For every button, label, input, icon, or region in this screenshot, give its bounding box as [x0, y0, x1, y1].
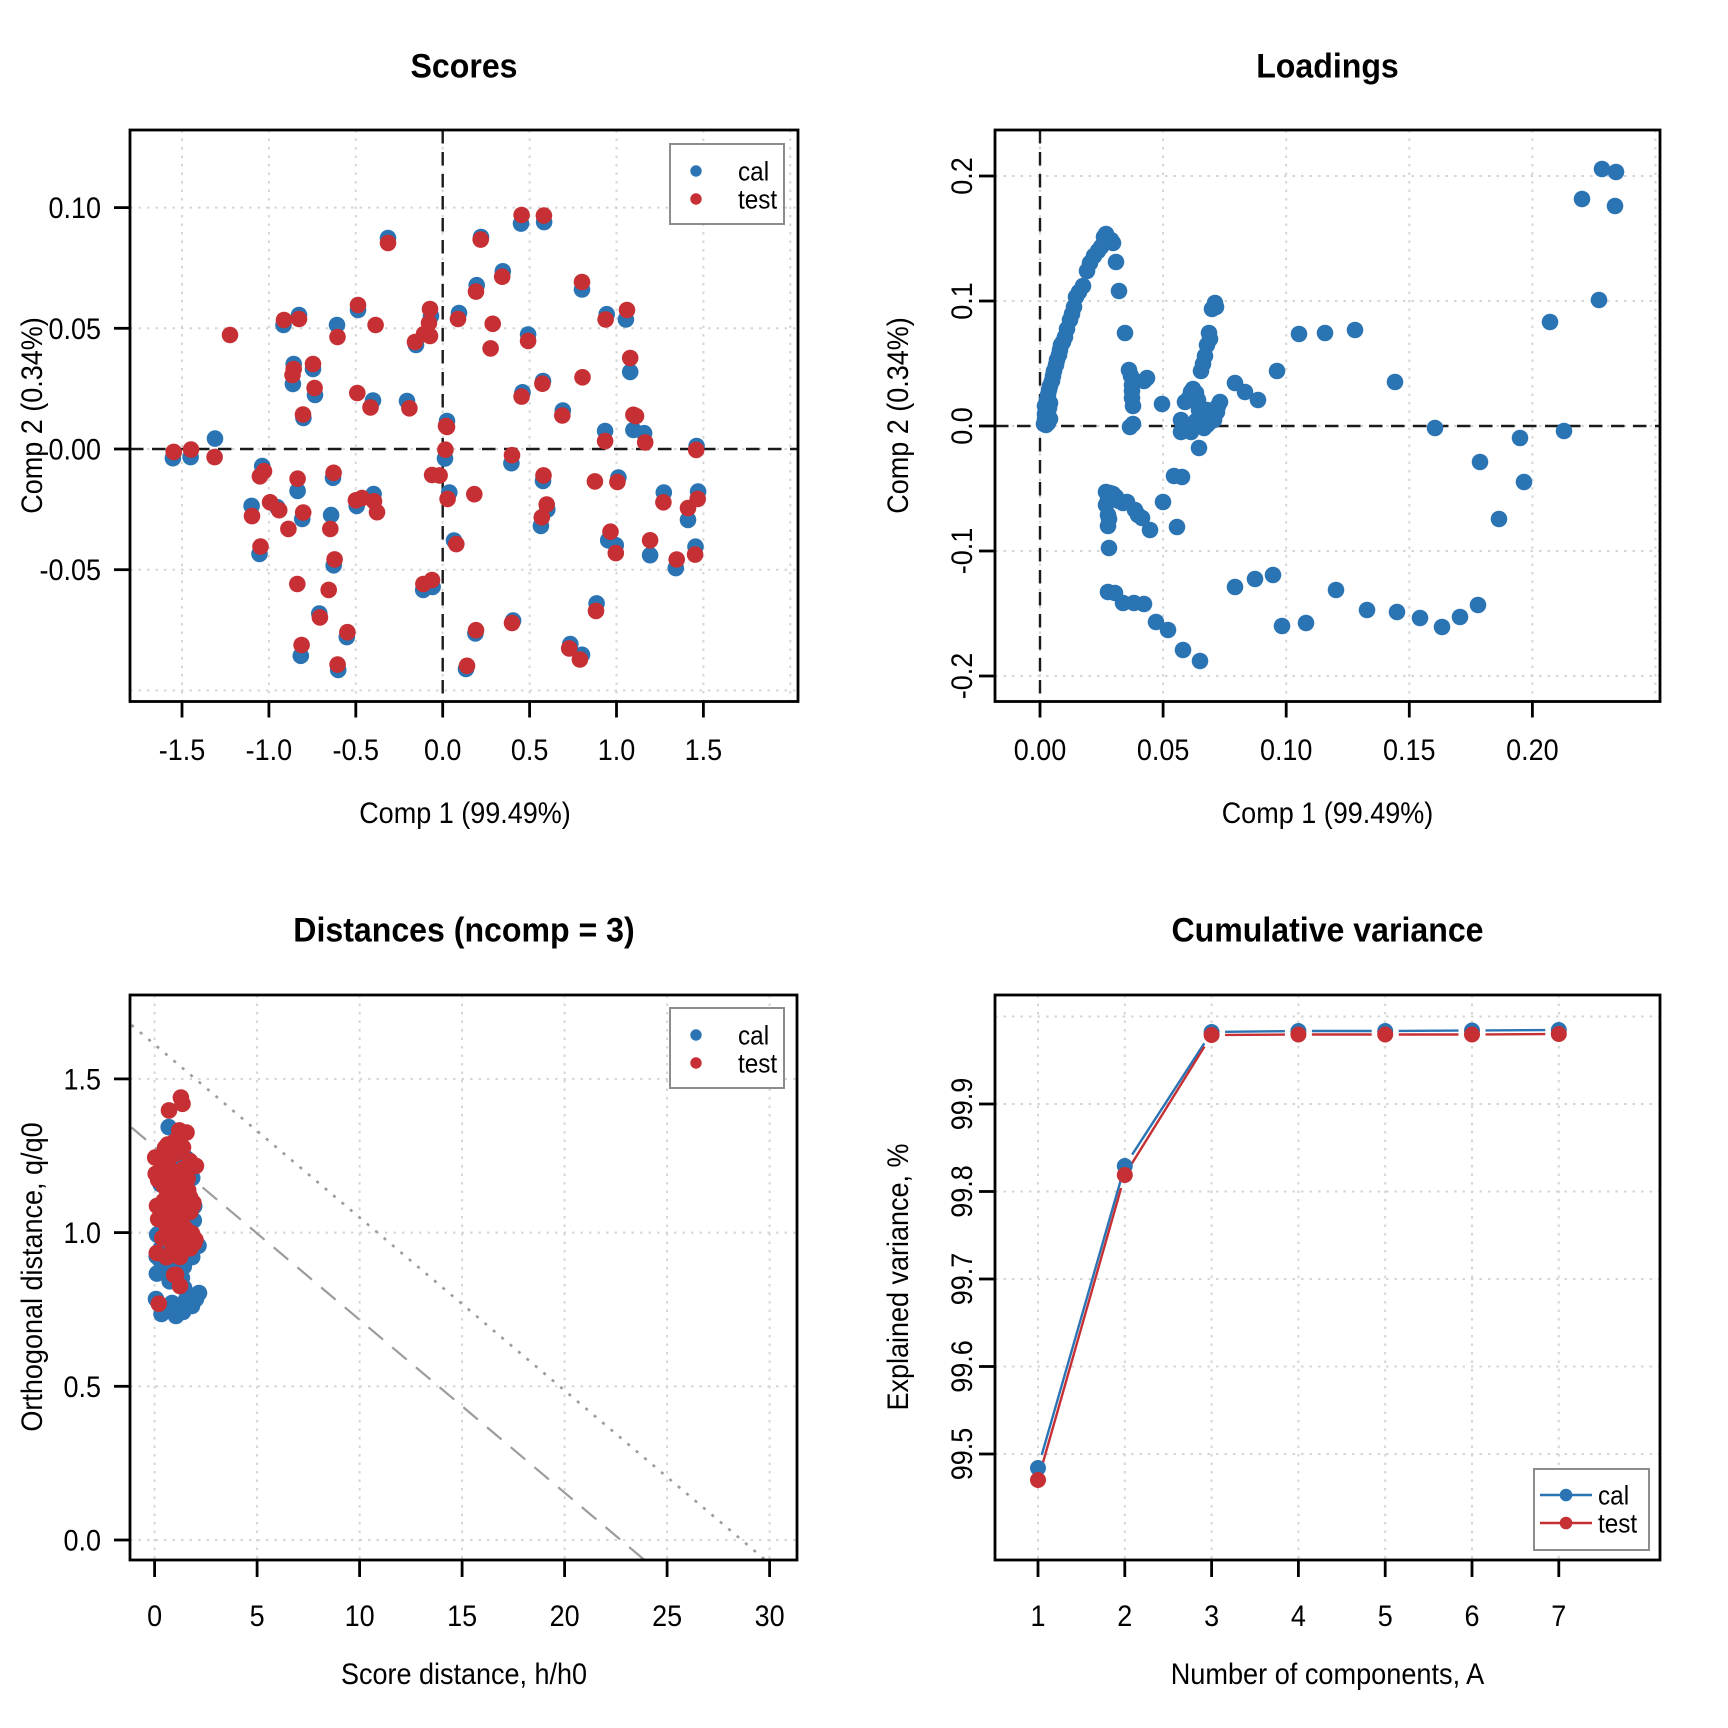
svg-text:0.0: 0.0 — [64, 1525, 102, 1558]
svg-text:Cumulative variance: Cumulative variance — [1171, 912, 1483, 950]
svg-text:1.0: 1.0 — [64, 1217, 102, 1250]
svg-text:test: test — [738, 185, 778, 215]
svg-text:test: test — [738, 1049, 778, 1079]
svg-text:Score distance, h/h0: Score distance, h/h0 — [341, 1658, 587, 1691]
svg-text:Loadings: Loadings — [1256, 48, 1399, 86]
svg-text:-1.5: -1.5 — [159, 734, 206, 767]
svg-text:0.5: 0.5 — [511, 734, 549, 767]
svg-text:-0.5: -0.5 — [333, 734, 380, 767]
svg-text:99.6: 99.6 — [946, 1340, 979, 1393]
svg-text:0.15: 0.15 — [1383, 734, 1436, 767]
svg-text:25: 25 — [652, 1600, 682, 1633]
svg-text:0.05: 0.05 — [49, 313, 102, 346]
svg-text:1: 1 — [1031, 1600, 1046, 1633]
svg-text:99.9: 99.9 — [946, 1078, 979, 1131]
svg-text:30: 30 — [755, 1600, 785, 1633]
svg-text:Distances (ncomp = 3): Distances (ncomp = 3) — [293, 912, 634, 950]
svg-text:0: 0 — [147, 1600, 162, 1633]
svg-text:1.5: 1.5 — [685, 734, 723, 767]
svg-text:0.00: 0.00 — [1014, 734, 1067, 767]
svg-text:0.0: 0.0 — [946, 407, 979, 445]
svg-text:2: 2 — [1117, 1600, 1132, 1633]
svg-text:99.8: 99.8 — [946, 1165, 979, 1218]
svg-text:99.7: 99.7 — [946, 1253, 979, 1306]
svg-text:5: 5 — [250, 1600, 265, 1633]
svg-text:cal: cal — [1598, 1481, 1629, 1511]
svg-text:0.00: 0.00 — [49, 434, 102, 467]
svg-text:10: 10 — [345, 1600, 375, 1633]
svg-text:0.10: 0.10 — [49, 192, 102, 225]
svg-text:6: 6 — [1465, 1600, 1480, 1633]
svg-text:5: 5 — [1378, 1600, 1393, 1633]
svg-text:Comp 2 (0.34%): Comp 2 (0.34%) — [882, 317, 915, 514]
svg-text:Scores: Scores — [411, 48, 518, 86]
svg-text:Number of components, A: Number of components, A — [1171, 1658, 1485, 1691]
svg-text:0.2: 0.2 — [946, 157, 979, 195]
svg-text:0.10: 0.10 — [1260, 734, 1313, 767]
svg-text:0.0: 0.0 — [424, 734, 462, 767]
svg-text:20: 20 — [550, 1600, 580, 1633]
svg-text:Explained variance, %: Explained variance, % — [882, 1143, 915, 1410]
svg-text:15: 15 — [447, 1600, 477, 1633]
svg-text:0.5: 0.5 — [64, 1371, 102, 1404]
svg-text:test: test — [1598, 1509, 1638, 1539]
svg-text:0.05: 0.05 — [1137, 734, 1190, 767]
svg-text:0.1: 0.1 — [946, 282, 979, 320]
svg-text:Comp 1 (99.49%): Comp 1 (99.49%) — [1222, 797, 1434, 830]
svg-text:-0.05: -0.05 — [40, 554, 102, 587]
svg-text:Comp 1 (99.49%): Comp 1 (99.49%) — [359, 797, 571, 830]
svg-text:-1.0: -1.0 — [246, 734, 293, 767]
svg-text:Orthogonal distance, q/q0: Orthogonal distance, q/q0 — [16, 1122, 49, 1431]
svg-text:7: 7 — [1551, 1600, 1566, 1633]
svg-text:4: 4 — [1291, 1600, 1306, 1633]
svg-text:1.0: 1.0 — [598, 734, 636, 767]
svg-text:99.5: 99.5 — [946, 1428, 979, 1481]
svg-text:cal: cal — [738, 157, 769, 187]
svg-text:-0.2: -0.2 — [946, 653, 979, 700]
svg-text:3: 3 — [1204, 1600, 1219, 1633]
svg-text:1.5: 1.5 — [64, 1063, 102, 1096]
svg-text:cal: cal — [738, 1021, 769, 1051]
svg-text:0.20: 0.20 — [1506, 734, 1559, 767]
svg-text:Comp 2 (0.34%): Comp 2 (0.34%) — [16, 317, 49, 514]
svg-text:-0.1: -0.1 — [946, 528, 979, 575]
